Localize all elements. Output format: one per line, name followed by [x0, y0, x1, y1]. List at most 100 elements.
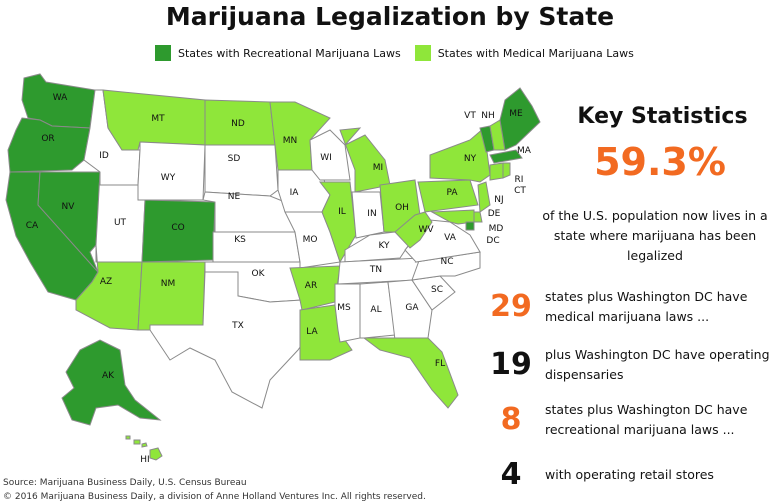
- state-ut[interactable]: [95, 171, 146, 263]
- state-label-md: MD: [489, 224, 504, 234]
- state-ny[interactable]: [429, 127, 491, 183]
- state-labels: WA OR CA NV ID MT WY UT CO AZ NM ND SD NE KS OK TX MN IA MO…: [26, 93, 532, 465]
- state-pa[interactable]: [417, 179, 479, 213]
- state-label-co: CO: [171, 223, 184, 233]
- state-label-mo: MO: [303, 235, 318, 245]
- state-label-pa: PA: [446, 188, 458, 198]
- state-wv[interactable]: [394, 211, 433, 249]
- state-label-nh: NH: [481, 111, 495, 121]
- state-label-oh: OH: [395, 203, 409, 213]
- state-label-ca: CA: [26, 221, 39, 231]
- state-hi-island-2: [133, 439, 141, 445]
- legend-swatch-medical: [414, 45, 431, 61]
- legend-label-medical: States with Medical Marijuana Laws: [437, 46, 634, 60]
- state-ma[interactable]: [489, 149, 523, 164]
- state-label-nm: NM: [161, 279, 176, 289]
- state-label-ia: IA: [290, 188, 300, 198]
- state-il[interactable]: [318, 181, 357, 264]
- state-sd[interactable]: [204, 144, 279, 197]
- state-label-ar: AR: [305, 281, 317, 291]
- state-nj[interactable]: [477, 181, 491, 213]
- state-label-ks: KS: [234, 235, 246, 245]
- state-hi[interactable]: [149, 447, 163, 461]
- us-state-map: WA OR CA NV ID MT WY UT CO AZ NM ND SD NE KS OK TX MN IA MO…: [5, 73, 541, 465]
- footer: Source: Marijuana Business Daily, U.S. C…: [3, 476, 426, 504]
- stat-number: 8: [500, 402, 522, 437]
- state-tx[interactable]: [149, 271, 306, 409]
- state-al[interactable]: [359, 281, 396, 339]
- stat-row-retail-stores: 4 with operating retail stores: [490, 455, 780, 495]
- state-label-ny: NY: [464, 154, 477, 164]
- state-label-wy: WY: [161, 173, 176, 183]
- state-label-la: LA: [306, 327, 318, 337]
- state-ms[interactable]: [334, 283, 361, 343]
- state-label-sd: SD: [228, 154, 241, 164]
- stat-description: states plus Washington DC have medical m…: [545, 289, 748, 324]
- legend-label-recreational: States with Recreational Marijuana Laws: [178, 46, 401, 60]
- state-hi-island-3: [125, 435, 131, 440]
- state-label-ak: AK: [102, 371, 115, 381]
- state-label-ms: MS: [337, 303, 351, 313]
- key-statistics-title: Key Statistics: [577, 104, 748, 129]
- state-hi-island-4: [141, 442, 148, 448]
- state-label-ct: CT: [514, 186, 526, 196]
- stat-description: states plus Washington DC have recreatio…: [545, 402, 748, 437]
- state-ga[interactable]: [387, 279, 433, 341]
- stat-row-recreational: 8 states plus Washington DC have recreat…: [490, 400, 780, 440]
- stat-number: 19: [490, 347, 532, 382]
- state-label-me: ME: [509, 109, 523, 119]
- state-label-sc: SC: [431, 285, 443, 295]
- state-ar[interactable]: [289, 265, 341, 311]
- state-dc[interactable]: [465, 221, 475, 231]
- state-wy[interactable]: [137, 141, 206, 201]
- state-label-tn: TN: [369, 265, 382, 275]
- legend-swatch-recreational: [155, 45, 171, 61]
- state-label-ut: UT: [114, 218, 127, 228]
- copyright-note: © 2016 Marijuana Business Daily, a divis…: [3, 492, 426, 502]
- legend-item-medical: States with Medical Marijuana Laws: [414, 45, 634, 61]
- state-label-al: AL: [370, 305, 381, 315]
- state-label-de: DE: [488, 209, 501, 219]
- state-label-va: VA: [444, 233, 457, 243]
- state-label-ne: NE: [228, 192, 241, 202]
- state-ak[interactable]: [61, 339, 162, 426]
- state-label-nj: NJ: [494, 195, 503, 205]
- population-percentage: 59.3%: [594, 140, 726, 184]
- state-ri[interactable]: [502, 162, 511, 179]
- state-label-wv: WV: [418, 225, 434, 235]
- state-label-id: ID: [99, 151, 109, 161]
- state-label-tx: TX: [231, 321, 244, 331]
- state-label-in: IN: [367, 209, 376, 219]
- state-label-ma: MA: [517, 146, 532, 156]
- state-label-il: IL: [338, 207, 346, 217]
- state-wi[interactable]: [309, 129, 351, 181]
- state-ct[interactable]: [489, 162, 504, 181]
- state-label-mt: MT: [151, 114, 165, 124]
- state-label-vt: VT: [464, 111, 476, 121]
- state-label-nv: NV: [62, 202, 76, 212]
- state-or[interactable]: [7, 117, 91, 173]
- state-label-wi: WI: [320, 153, 332, 163]
- state-label-ri: RI: [515, 175, 524, 185]
- state-label-az: AZ: [100, 277, 112, 287]
- state-label-dc: DC: [486, 236, 499, 246]
- state-label-mi: MI: [373, 163, 383, 173]
- stat-number: 4: [500, 457, 522, 492]
- state-label-hi: HI: [140, 455, 149, 465]
- state-label-ky: KY: [378, 241, 390, 251]
- state-me[interactable]: [499, 87, 541, 151]
- source-note: Source: Marijuana Business Daily, U.S. C…: [3, 478, 247, 488]
- state-nm[interactable]: [137, 261, 206, 331]
- stat-row-medical: 29 states plus Washington DC have medica…: [490, 287, 780, 327]
- state-ks[interactable]: [212, 231, 301, 263]
- stat-description: plus Washington DC have operating dispen…: [545, 347, 770, 382]
- state-label-or: OR: [41, 134, 54, 144]
- state-label-nd: ND: [231, 119, 245, 129]
- state-de[interactable]: [473, 211, 483, 223]
- state-fl[interactable]: [362, 337, 459, 409]
- state-label-nc: NC: [440, 257, 453, 267]
- state-label-fl: FL: [435, 359, 445, 369]
- state-label-mn: MN: [283, 136, 298, 146]
- state-label-ok: OK: [252, 269, 266, 279]
- stat-description: with operating retail stores: [545, 467, 714, 482]
